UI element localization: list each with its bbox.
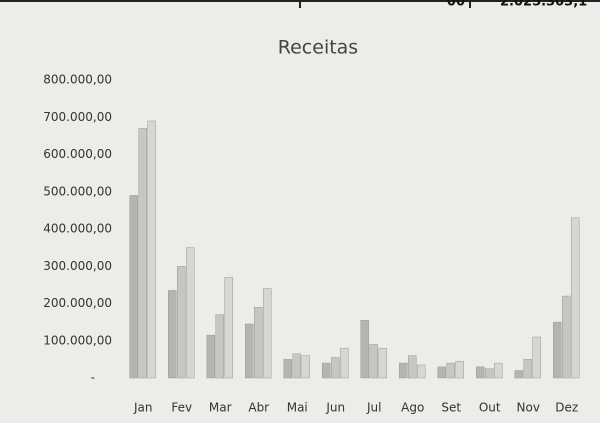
bar <box>553 321 562 379</box>
y-tick-label: 200.000,00 <box>43 296 112 310</box>
bar <box>138 128 147 379</box>
y-tick-label: 700.000,00 <box>43 110 112 124</box>
x-tick-label: Set <box>441 401 461 415</box>
bar <box>514 370 524 379</box>
bar <box>446 362 455 379</box>
bar <box>224 277 233 379</box>
x-tick-label: Out <box>479 401 501 415</box>
x-tick-label: Jun <box>325 401 345 415</box>
x-tick-label: Jan <box>133 401 153 415</box>
y-tick-label: 600.000,00 <box>43 147 112 161</box>
y-tick-label: 500.000,00 <box>43 184 112 198</box>
bar <box>185 247 195 379</box>
x-tick-label: Ago <box>401 401 424 415</box>
bar <box>570 217 580 379</box>
chart-title: Receitas <box>278 37 358 59</box>
bar <box>283 359 293 379</box>
bar <box>322 362 331 379</box>
bar <box>532 336 541 379</box>
y-tick-label: - <box>91 371 95 385</box>
y-tick-label: 300.000,00 <box>43 259 112 273</box>
y-tick-label: 800.000,00 <box>43 73 112 87</box>
bar <box>129 195 139 379</box>
x-tick-label: Mai <box>287 401 308 415</box>
bar <box>245 323 254 379</box>
x-tick-label: Dez <box>555 401 578 415</box>
bar <box>416 364 426 379</box>
y-tick-label: 100.000,00 <box>43 333 112 347</box>
bar <box>399 362 408 379</box>
bar <box>562 295 571 379</box>
bar <box>168 290 177 379</box>
bar <box>206 334 216 379</box>
bar <box>523 359 532 379</box>
bar <box>476 366 485 379</box>
x-tick-label: Jul <box>366 401 381 415</box>
x-tick-label: Nov <box>517 401 540 415</box>
bar <box>292 353 301 379</box>
bar <box>437 366 447 379</box>
bar <box>378 347 387 379</box>
bar <box>408 355 417 379</box>
x-tick-label: Fev <box>171 401 192 415</box>
table-cell: 2.025.303,1 <box>500 0 587 10</box>
bar <box>455 360 464 379</box>
table-cell: 00 <box>447 0 465 10</box>
bar <box>360 320 370 379</box>
bar <box>493 362 503 379</box>
bar <box>339 347 349 379</box>
bar <box>215 314 224 379</box>
bar <box>301 355 310 379</box>
bar <box>177 266 186 379</box>
y-tick-label: 400.000,00 <box>43 222 112 236</box>
bar <box>262 288 272 379</box>
bar <box>331 357 340 379</box>
bar <box>147 120 156 379</box>
bar <box>369 344 378 379</box>
bar <box>485 368 494 379</box>
x-tick-label: Mar <box>209 401 232 415</box>
bar <box>254 306 263 379</box>
x-tick-label: Abr <box>248 401 269 415</box>
